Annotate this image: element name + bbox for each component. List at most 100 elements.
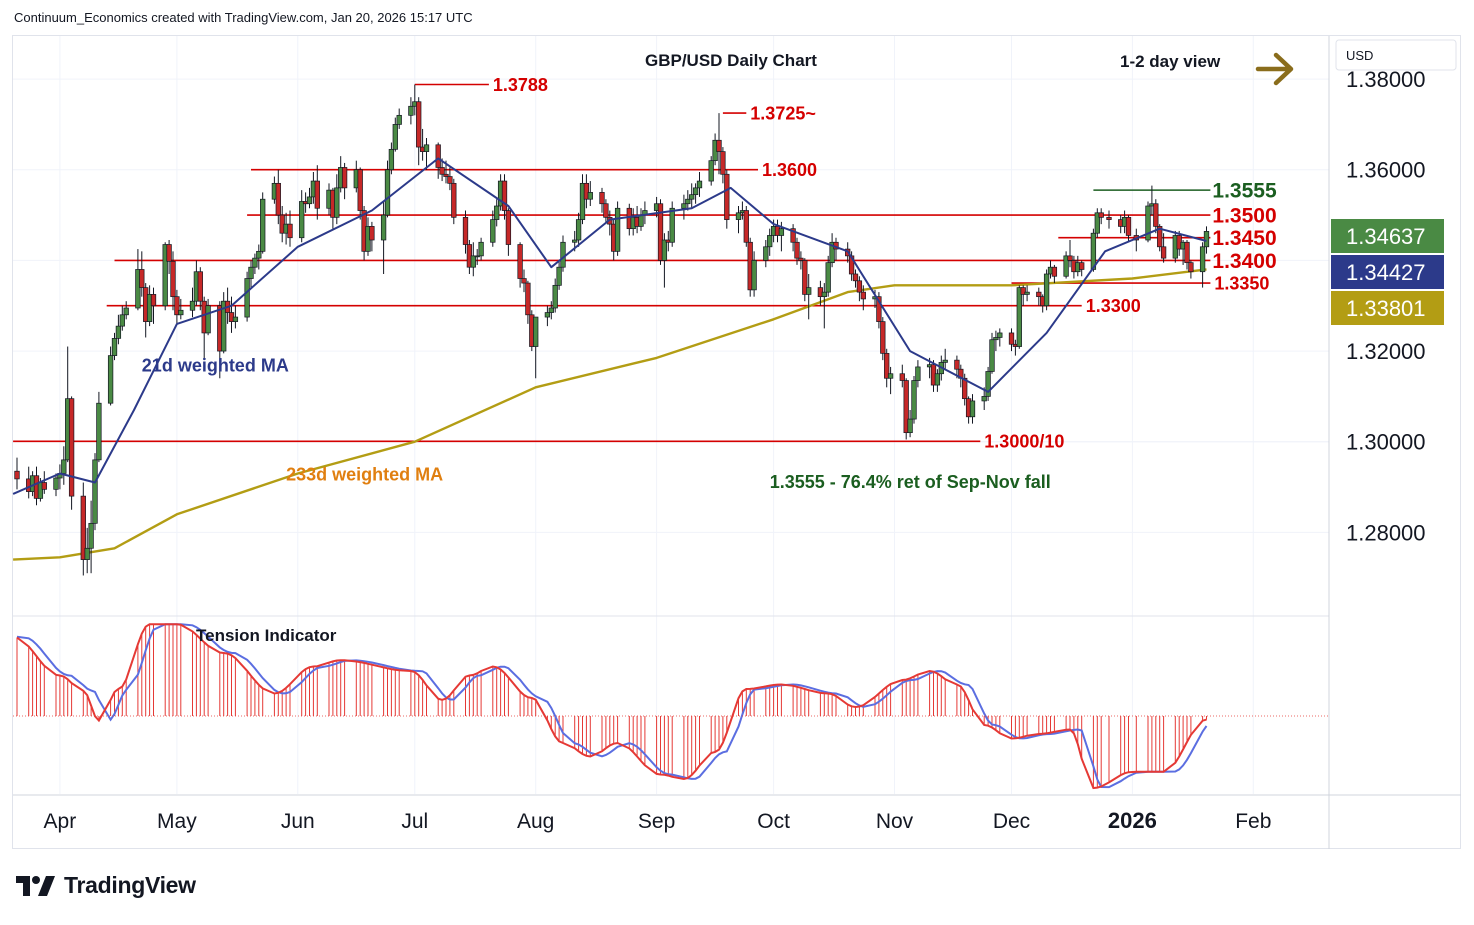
candle-up[interactable]	[162, 244, 168, 307]
candle-up[interactable]	[119, 314, 125, 327]
candle-up[interactable]	[88, 522, 94, 549]
candle-up[interactable]	[579, 182, 586, 220]
candle-down[interactable]	[1098, 212, 1104, 218]
candle-down[interactable]	[876, 296, 882, 322]
candle-down[interactable]	[174, 296, 180, 316]
candle-up[interactable]	[1043, 273, 1050, 307]
candle-down[interactable]	[1051, 266, 1058, 277]
candle-down[interactable]	[1020, 287, 1026, 295]
candle-up[interactable]	[384, 169, 391, 216]
candle-up[interactable]	[887, 373, 894, 379]
candle-down[interactable]	[139, 269, 145, 288]
candle-up[interactable]	[470, 255, 476, 268]
candle-up[interactable]	[661, 239, 668, 261]
candle-up[interactable]	[135, 269, 141, 309]
candle-up[interactable]	[96, 402, 102, 461]
candle-up[interactable]	[575, 219, 582, 241]
candle-up[interactable]	[178, 309, 184, 316]
candle-down[interactable]	[275, 182, 281, 216]
candle-up[interactable]	[544, 312, 551, 318]
candle-down[interactable]	[435, 144, 441, 168]
candle-up[interactable]	[334, 187, 340, 218]
candle-up[interactable]	[53, 477, 59, 490]
candle-up[interactable]	[423, 144, 430, 152]
candle-up[interactable]	[767, 235, 773, 248]
candle-up[interactable]	[681, 203, 687, 209]
candle-up[interactable]	[396, 114, 402, 125]
candle-down[interactable]	[1157, 226, 1163, 248]
candle-down[interactable]	[798, 257, 804, 261]
candle-down[interactable]	[1067, 255, 1073, 261]
candle-down[interactable]	[68, 398, 75, 497]
currency-box[interactable]	[1335, 39, 1457, 71]
candle-down[interactable]	[166, 244, 172, 262]
candle-down[interactable]	[1036, 291, 1042, 298]
candle-down[interactable]	[287, 223, 293, 239]
candle-down[interactable]	[314, 180, 320, 209]
candle-up[interactable]	[221, 300, 227, 352]
candle-down[interactable]	[451, 182, 457, 218]
candle-up[interactable]	[84, 547, 90, 560]
candle-down[interactable]	[899, 373, 905, 381]
candle-up[interactable]	[763, 246, 769, 261]
candle-down[interactable]	[583, 182, 590, 200]
candle-up[interactable]	[942, 359, 948, 363]
candle-up[interactable]	[969, 400, 976, 418]
candle-down[interactable]	[962, 377, 968, 400]
candle-up[interactable]	[1145, 205, 1151, 241]
candle-up[interactable]	[985, 371, 991, 397]
candle-down[interactable]	[954, 359, 960, 370]
candle-up[interactable]	[1094, 212, 1100, 234]
candle-up[interactable]	[669, 207, 675, 243]
candle-up[interactable]	[380, 214, 387, 241]
candle-up[interactable]	[232, 316, 239, 322]
candle-down[interactable]	[852, 273, 859, 282]
candle-down[interactable]	[14, 470, 20, 480]
candle-down[interactable]	[724, 173, 730, 220]
candle-up[interactable]	[1199, 246, 1206, 273]
candle-down[interactable]	[884, 352, 890, 379]
candle-down[interactable]	[369, 226, 375, 241]
candle-up[interactable]	[1016, 287, 1022, 347]
candle-up[interactable]	[107, 355, 114, 404]
candle-down[interactable]	[80, 495, 86, 560]
candle-up[interactable]	[696, 180, 703, 189]
candle-down[interactable]	[1106, 216, 1112, 220]
candle-down[interactable]	[603, 203, 609, 218]
candle-up[interactable]	[1063, 255, 1069, 277]
candle-down[interactable]	[903, 380, 909, 434]
candle-up[interactable]	[692, 187, 699, 196]
candle-down[interactable]	[341, 167, 348, 189]
candle-down[interactable]	[439, 167, 445, 175]
candle-up[interactable]	[494, 205, 500, 220]
candle-down[interactable]	[860, 291, 866, 300]
candle-up[interactable]	[572, 239, 578, 243]
candle-down[interactable]	[525, 282, 531, 316]
candle-up[interactable]	[478, 241, 484, 257]
candle-down[interactable]	[856, 280, 863, 293]
candle-up[interactable]	[552, 284, 558, 309]
candle-up[interactable]	[299, 201, 305, 239]
candle-down[interactable]	[1125, 216, 1132, 236]
candle-up[interactable]	[587, 192, 593, 200]
candle-up[interactable]	[256, 250, 262, 259]
candle-down[interactable]	[501, 180, 508, 211]
candle-down[interactable]	[416, 101, 422, 148]
candle-down[interactable]	[1184, 241, 1190, 264]
candle-down[interactable]	[743, 210, 749, 243]
candle-up[interactable]	[123, 307, 129, 316]
candle-down[interactable]	[521, 278, 527, 284]
candle-up[interactable]	[556, 266, 562, 286]
candle-up[interactable]	[533, 316, 539, 347]
candle-up[interactable]	[778, 228, 785, 236]
candle-up[interactable]	[388, 148, 395, 171]
candle-down[interactable]	[657, 203, 664, 261]
candle-up[interactable]	[997, 332, 1003, 338]
candle-up[interactable]	[829, 241, 835, 264]
candle-up[interactable]	[252, 257, 258, 268]
candle-up[interactable]	[989, 339, 995, 372]
candle-down[interactable]	[1079, 262, 1085, 270]
candle-up[interactable]	[993, 337, 999, 341]
candle-up[interactable]	[614, 207, 621, 252]
candle-down[interactable]	[517, 244, 523, 279]
